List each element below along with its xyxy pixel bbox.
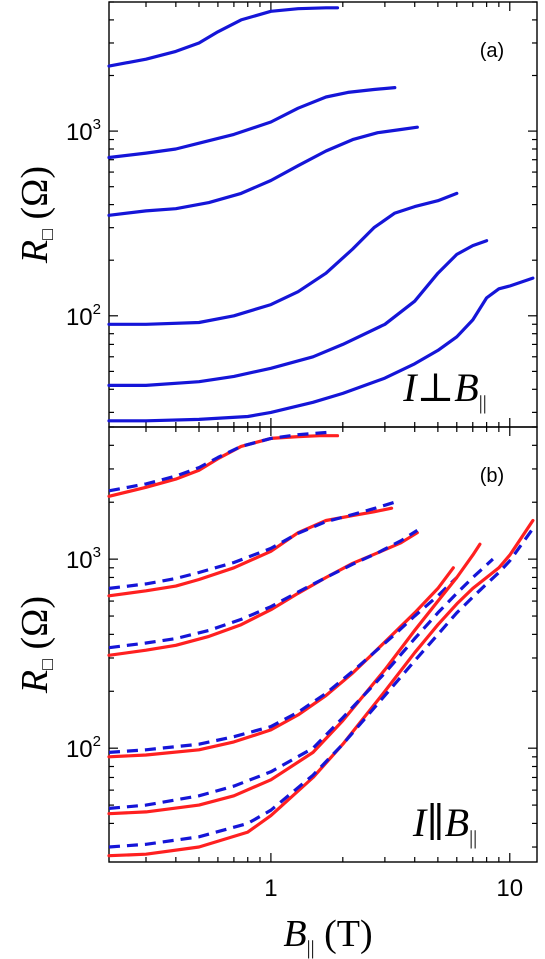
- plot-frame: [108, 1, 538, 428]
- x-axis-label: B|| (T): [283, 913, 372, 959]
- series-line-measured: [107, 542, 482, 816]
- series-line-measured: [107, 531, 419, 657]
- y-axis-label: R□ (Ω): [14, 166, 57, 264]
- series-line-fit: [108, 576, 458, 754]
- x-tick-label: 1: [264, 875, 277, 902]
- series-line-fit: [108, 528, 419, 650]
- annotation: I∥B||: [412, 800, 477, 849]
- series-line-measured: [107, 191, 459, 326]
- series-line-measured: [107, 566, 455, 759]
- series-line-measured: [107, 125, 419, 217]
- series-line-measured: [107, 434, 340, 498]
- panel-label: (b): [480, 465, 504, 487]
- series-line-measured: [107, 239, 489, 387]
- panel-label: (a): [480, 40, 504, 62]
- y-tick-label: 103: [66, 116, 101, 146]
- x-tick-label: 10: [496, 875, 523, 902]
- series-line-measured: [107, 518, 535, 858]
- series-line-measured: [107, 506, 394, 598]
- series-line-measured: [107, 276, 535, 423]
- y-tick-label: 102: [66, 733, 101, 763]
- series-line-fit: [108, 527, 535, 849]
- series-line-fit: [108, 500, 396, 590]
- panel-a: 102 103 (a) I⊥B|| R□ (Ω): [14, 1, 538, 428]
- series-line-fit: [108, 557, 494, 810]
- series-line-measured: [107, 85, 397, 160]
- annotation: I⊥B||: [402, 365, 486, 414]
- series-line-fit: [108, 430, 333, 493]
- y-tick-label: 103: [66, 544, 101, 574]
- y-tick-label: 102: [66, 301, 101, 331]
- panel-b: 102 103 1 10 (b) I∥B|| R□ (Ω) B|| (T): [14, 426, 538, 959]
- y-axis-label: R□ (Ω): [14, 596, 57, 694]
- series-line-measured: [107, 6, 340, 68]
- plot-frame: [108, 426, 538, 863]
